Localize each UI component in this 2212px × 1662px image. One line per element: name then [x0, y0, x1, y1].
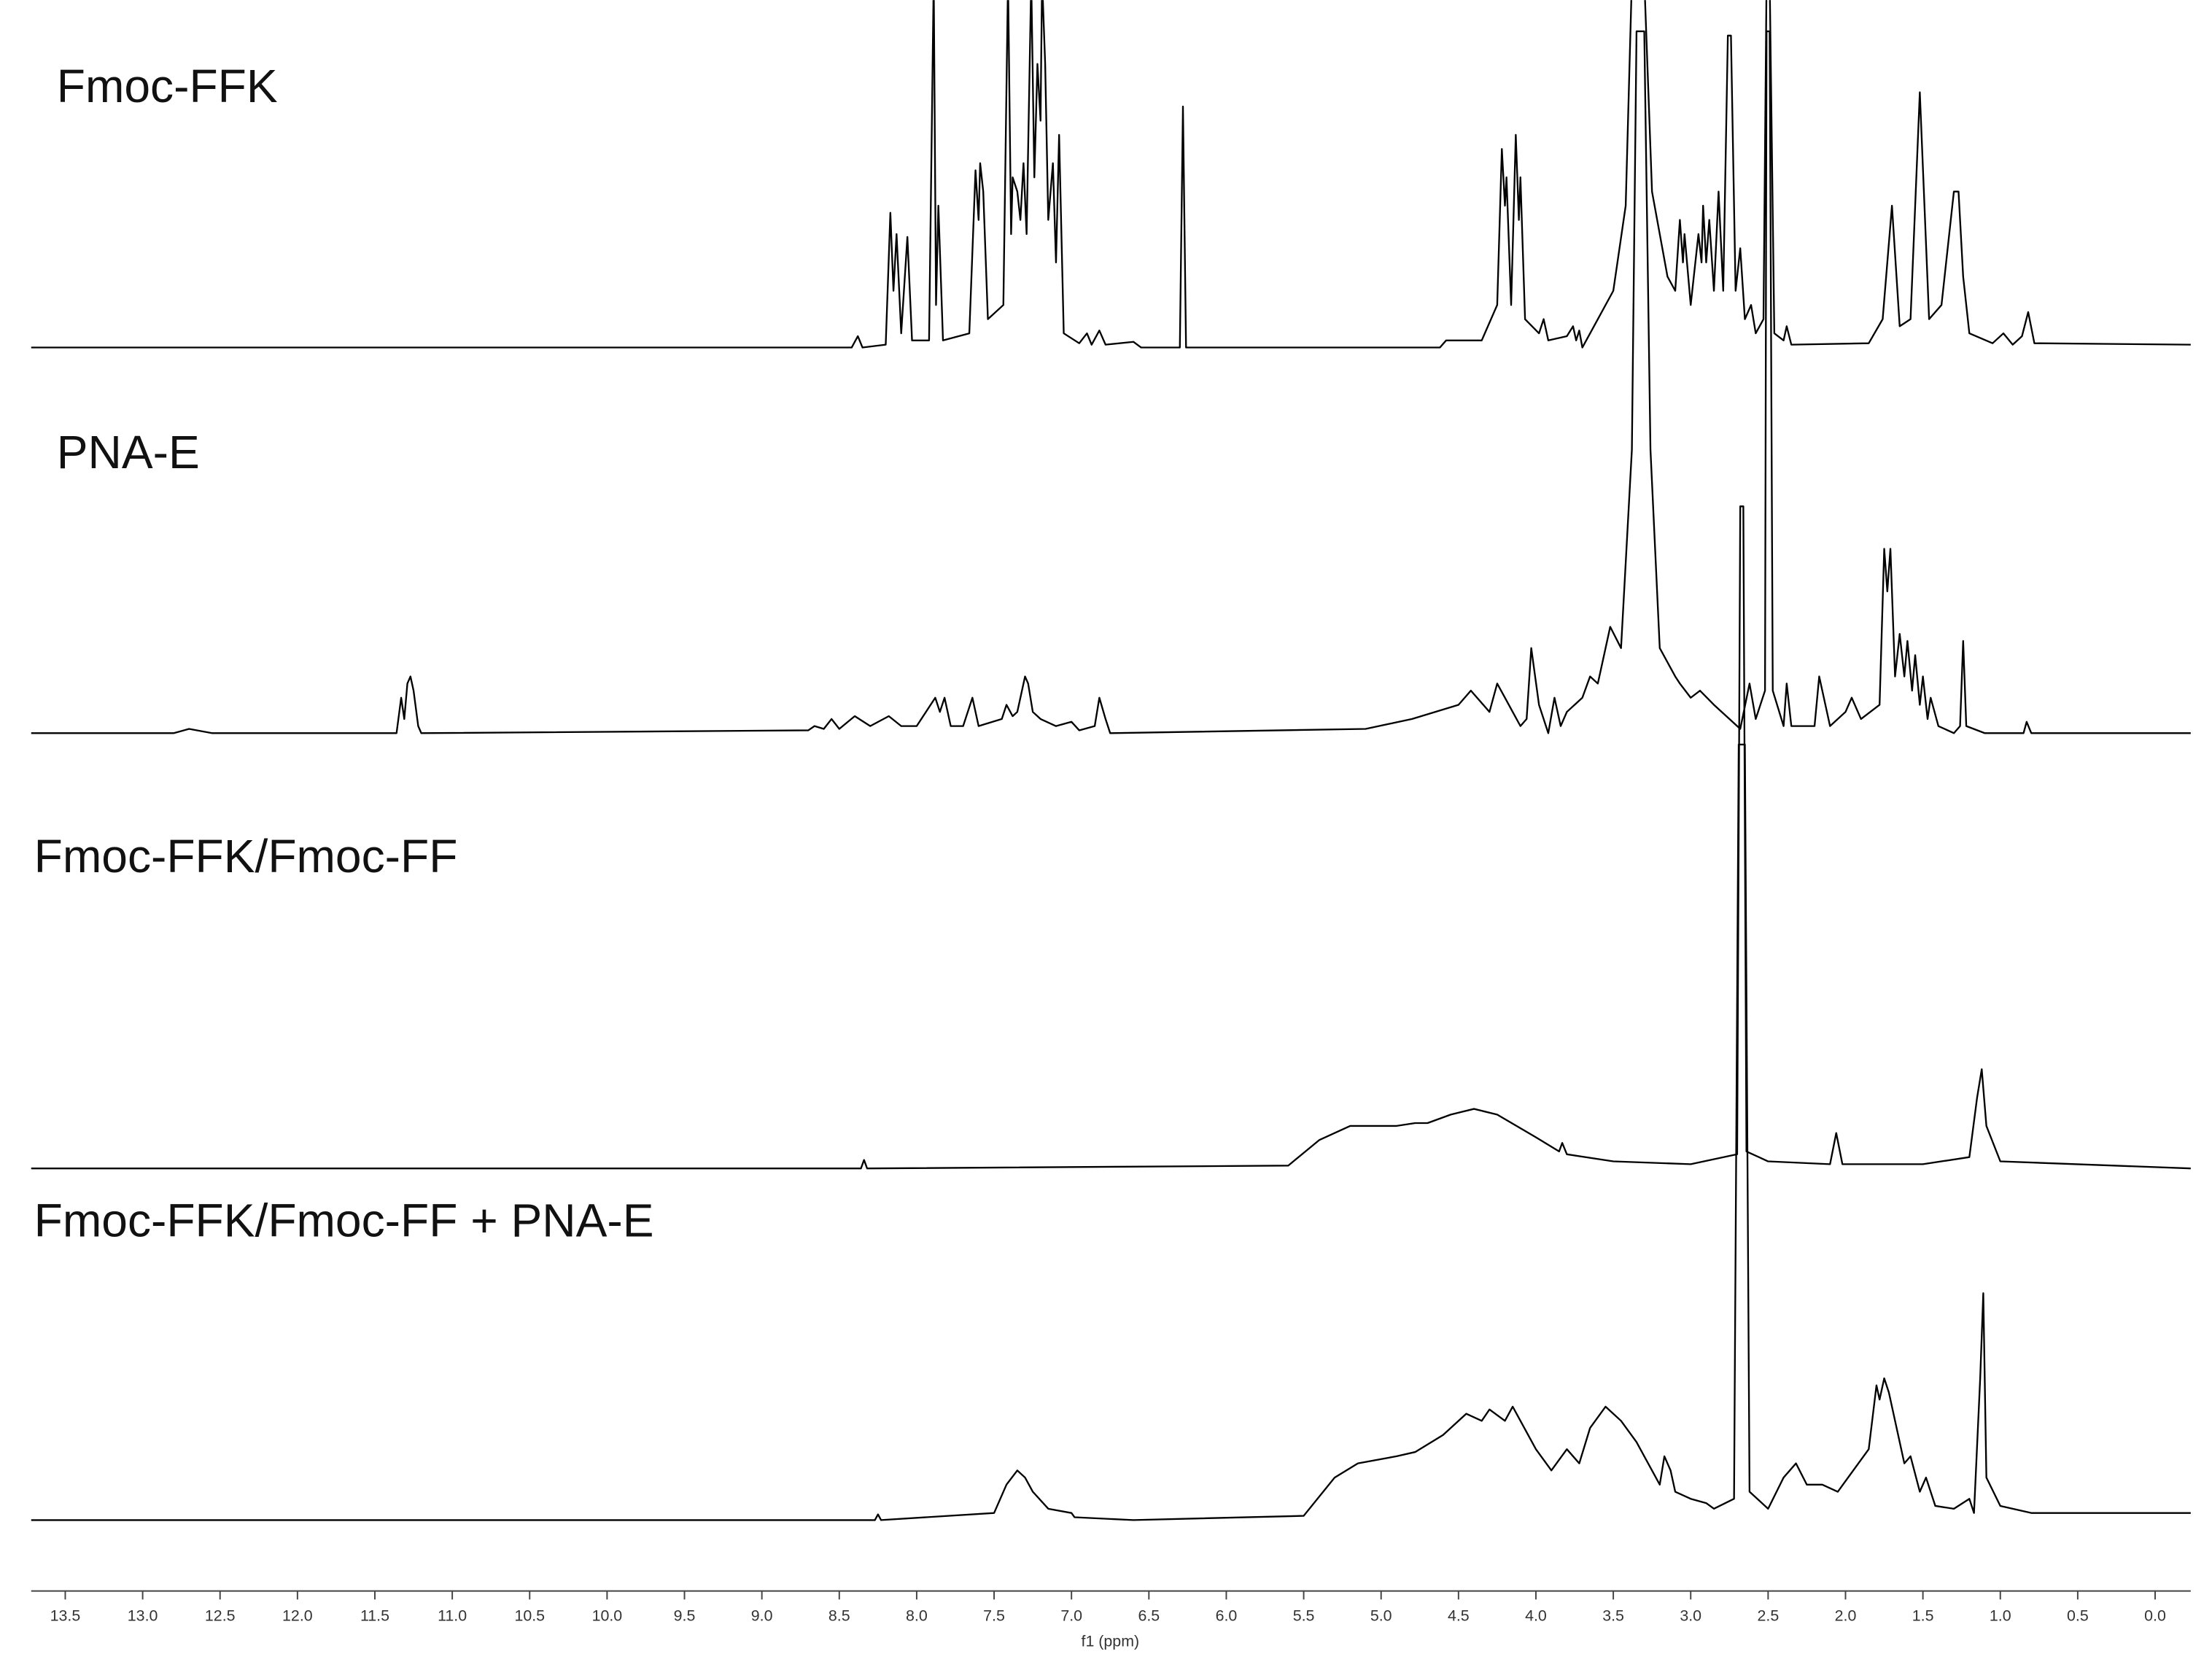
x-tick-label: 2.5	[1758, 1607, 1780, 1624]
x-tick-label: 13.0	[128, 1607, 158, 1624]
trace-label: Fmoc-FFK/Fmoc-FF + PNA-E	[34, 1195, 654, 1247]
x-tick-label: 8.5	[828, 1607, 850, 1624]
x-tick-label: 11.5	[360, 1607, 389, 1624]
spectrum-trace	[31, 30, 2191, 734]
x-tick-label: 10.0	[592, 1607, 623, 1624]
trace-label: Fmoc-FFK	[57, 60, 278, 112]
x-tick-label: 6.0	[1216, 1607, 1238, 1624]
x-tick-label: 9.0	[751, 1607, 773, 1624]
x-tick-label: 9.5	[674, 1607, 696, 1624]
trace-label: Fmoc-FFK/Fmoc-FF	[34, 830, 458, 882]
x-tick-label: 1.5	[1912, 1607, 1934, 1624]
trace-label: PNA-E	[57, 426, 200, 478]
x-tick-label: 1.0	[1990, 1607, 2011, 1624]
x-tick-label: 8.0	[906, 1607, 928, 1624]
x-tick-label: 3.5	[1602, 1607, 1624, 1624]
x-tick-label: 12.0	[282, 1607, 313, 1624]
x-tick-label: 3.0	[1680, 1607, 1701, 1624]
spectrum-trace	[31, 0, 2191, 349]
x-axis-label: f1 (ppm)	[1082, 1632, 1140, 1650]
spectrum-trace	[31, 743, 2191, 1521]
x-tick-label: 7.0	[1060, 1607, 1082, 1624]
x-tick-label: 6.5	[1138, 1607, 1160, 1624]
x-tick-label: 13.5	[50, 1607, 81, 1624]
x-tick-label: 5.5	[1293, 1607, 1315, 1624]
x-tick-label: 4.0	[1525, 1607, 1547, 1624]
x-tick-label: 2.0	[1835, 1607, 1857, 1624]
x-tick-label: 10.5	[514, 1607, 545, 1624]
traces	[31, 0, 2191, 1521]
x-tick-label: 11.0	[438, 1607, 467, 1624]
x-tick-label: 12.5	[205, 1607, 236, 1624]
x-tick-label: 0.5	[2067, 1607, 2089, 1624]
x-tick-label: 4.5	[1448, 1607, 1470, 1624]
spectrum-trace	[31, 505, 2191, 1170]
x-tick-label: 7.5	[983, 1607, 1005, 1624]
x-tick-label: 5.0	[1370, 1607, 1392, 1624]
x-tick-label: 0.0	[2144, 1607, 2166, 1624]
